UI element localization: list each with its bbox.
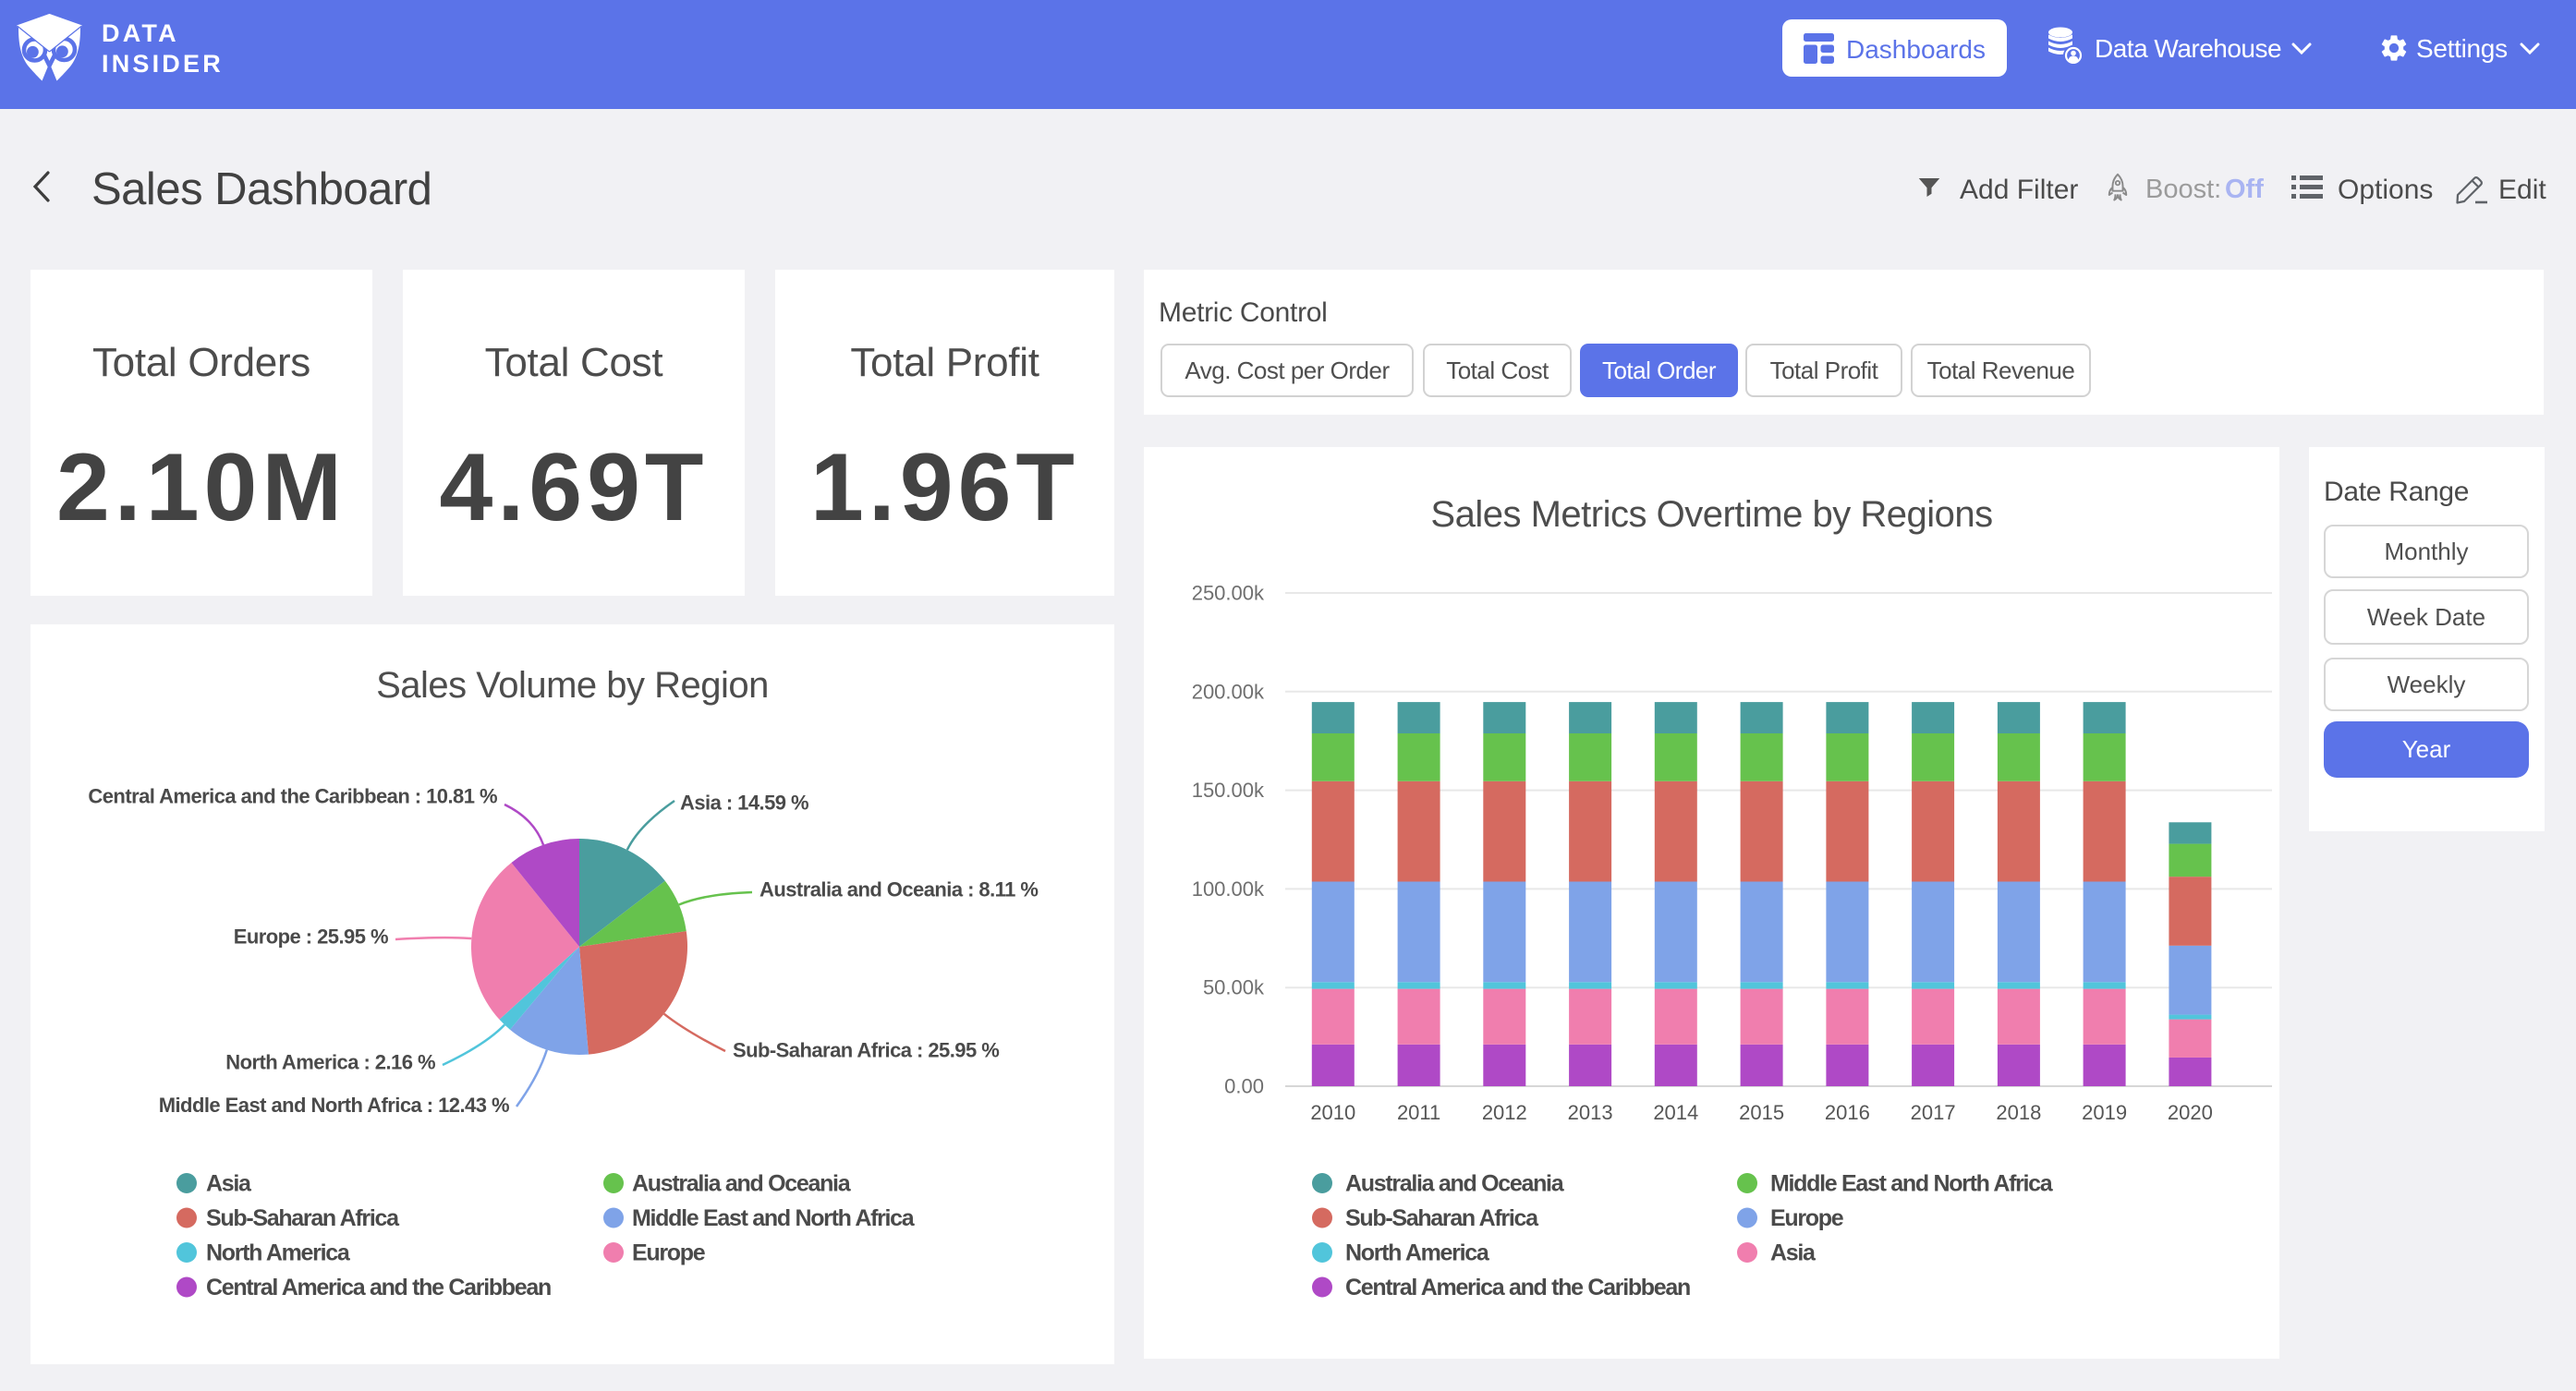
svg-text:Europe: Europe	[632, 1240, 706, 1266]
svg-text:2017: 2017	[1911, 1101, 1956, 1124]
svg-text:0.00: 0.00	[1224, 1075, 1264, 1098]
svg-text:2015: 2015	[1739, 1101, 1784, 1124]
svg-text:2011: 2011	[1397, 1101, 1440, 1124]
svg-text:2012: 2012	[1482, 1101, 1527, 1124]
svg-text:North America : 2.16 %: North America : 2.16 %	[225, 1051, 435, 1074]
svg-text:2013: 2013	[1568, 1101, 1613, 1124]
svg-text:Australia and Oceania : 8.11 %: Australia and Oceania : 8.11 %	[759, 878, 1038, 901]
svg-text:Middle East and North Africa: Middle East and North Africa	[632, 1205, 916, 1231]
svg-text:Middle East and North Africa: Middle East and North Africa	[1770, 1171, 2054, 1197]
svg-text:Europe : 25.95 %: Europe : 25.95 %	[234, 925, 388, 949]
svg-text:50.00k: 50.00k	[1203, 976, 1265, 999]
svg-text:2018: 2018	[1996, 1101, 2041, 1124]
svg-text:Sub-Saharan Africa: Sub-Saharan Africa	[206, 1205, 400, 1231]
svg-text:100.00k: 100.00k	[1192, 877, 1265, 901]
svg-text:Central America and the Caribb: Central America and the Caribbean	[206, 1275, 551, 1300]
svg-text:2020: 2020	[2168, 1101, 2213, 1124]
svg-text:Middle East and North Africa :: Middle East and North Africa : 12.43 %	[159, 1094, 509, 1117]
svg-text:Sub-Saharan Africa : 25.95 %: Sub-Saharan Africa : 25.95 %	[733, 1039, 999, 1062]
svg-text:2010: 2010	[1310, 1101, 1355, 1124]
svg-text:Central America and the Caribb: Central America and the Caribbean : 10.8…	[88, 785, 497, 808]
svg-text:2019: 2019	[2082, 1101, 2127, 1124]
svg-text:Asia: Asia	[1770, 1240, 1817, 1266]
svg-text:North America: North America	[206, 1240, 351, 1266]
svg-text:150.00k: 150.00k	[1192, 779, 1265, 802]
svg-text:Asia: Asia	[206, 1171, 252, 1197]
svg-text:200.00k: 200.00k	[1192, 680, 1265, 703]
svg-text:Central America and the Caribb: Central America and the Caribbean	[1345, 1275, 1690, 1300]
svg-text:North America: North America	[1345, 1240, 1490, 1266]
svg-text:Sub-Saharan Africa: Sub-Saharan Africa	[1345, 1205, 1539, 1231]
svg-text:Australia and Oceania: Australia and Oceania	[632, 1171, 852, 1197]
svg-text:2016: 2016	[1825, 1101, 1870, 1124]
svg-text:Australia and Oceania: Australia and Oceania	[1345, 1171, 1565, 1197]
svg-text:2014: 2014	[1653, 1101, 1698, 1124]
svg-text:Asia : 14.59 %: Asia : 14.59 %	[680, 792, 808, 815]
svg-text:Europe: Europe	[1770, 1205, 1844, 1231]
svg-text:250.00k: 250.00k	[1192, 582, 1265, 605]
